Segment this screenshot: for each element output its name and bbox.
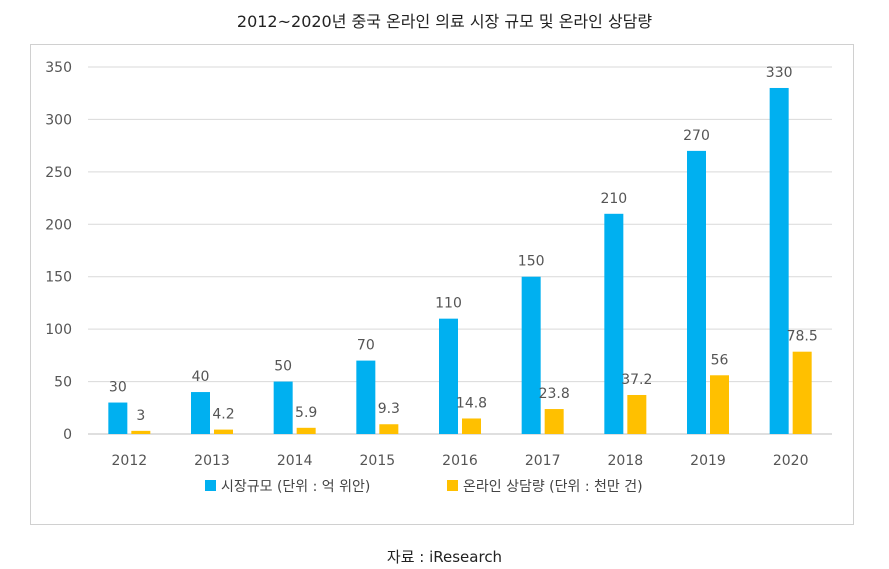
bar-market-size (687, 150, 706, 434)
bar-consultations (296, 427, 316, 434)
x-tick-label: 2020 (773, 453, 809, 469)
data-label-market-size: 70 (357, 338, 375, 354)
y-tick-label: 100 (45, 322, 72, 338)
data-label-consultations: 9.3 (378, 401, 400, 417)
bar-market-size (273, 381, 293, 434)
x-tick-label: 2013 (194, 453, 230, 469)
data-label-consultations: 78.5 (787, 329, 818, 345)
y-tick-label: 300 (45, 112, 72, 128)
data-label-consultations: 23.8 (539, 386, 570, 402)
y-tick-label: 50 (54, 375, 72, 391)
data-label-market-size: 30 (109, 380, 127, 396)
data-label-consultations: 4.2 (212, 407, 234, 423)
data-label-market-size: 150 (518, 254, 545, 270)
y-tick-label: 0 (63, 427, 72, 443)
bar-market-size (521, 276, 541, 434)
bar-market-size (604, 213, 624, 434)
bar-consultations (131, 430, 151, 434)
data-label-market-size: 50 (274, 359, 292, 375)
x-tick-label: 2012 (112, 453, 148, 469)
data-label-market-size: 270 (683, 128, 710, 144)
bar-market-size (439, 318, 458, 434)
data-label-consultations: 14.8 (456, 395, 487, 411)
data-label-consultations: 56 (711, 352, 729, 368)
x-tick-label: 2017 (525, 453, 561, 469)
x-tick-label: 2019 (690, 453, 726, 469)
data-label-consultations: 5.9 (295, 405, 317, 421)
x-tick-label: 2014 (277, 453, 313, 469)
bar-market-size (356, 360, 376, 434)
chart-frame (30, 44, 854, 525)
data-label-consultations: 37.2 (621, 372, 652, 388)
bar-consultations (214, 429, 233, 434)
bar-consultations (462, 418, 481, 434)
legend-label-market-size: 시장규모 (단위 : 억 위안) (221, 479, 370, 495)
x-tick-label: 2018 (608, 453, 644, 469)
bar-consultations (379, 424, 399, 434)
legend-swatch-consultations (447, 480, 458, 491)
x-tick-label: 2016 (442, 453, 478, 469)
chart-title: 2012~2020년 중국 온라인 의료 시장 규모 및 온라인 상담량 (236, 12, 653, 31)
bar-consultations (710, 375, 729, 434)
legend-swatch-market-size (205, 480, 216, 491)
y-tick-label: 250 (45, 165, 72, 181)
x-tick-label: 2015 (360, 453, 396, 469)
bar-consultations (544, 409, 564, 434)
bar-market-size (108, 402, 128, 434)
bar-market-size (769, 87, 789, 434)
source-note: 자료 : iResearch (386, 548, 503, 566)
data-label-market-size: 110 (435, 296, 462, 312)
data-label-market-size: 210 (600, 191, 627, 207)
legend-label-consultations: 온라인 상담량 (단위 : 천만 건) (463, 479, 643, 495)
bar-consultations (792, 351, 812, 434)
y-tick-label: 350 (45, 60, 72, 76)
y-tick-label: 150 (45, 270, 72, 286)
data-label-market-size: 40 (192, 369, 210, 385)
data-label-market-size: 330 (766, 65, 793, 81)
y-tick-label: 200 (45, 217, 72, 233)
bar-market-size (191, 392, 210, 434)
data-label-consultations: 3 (136, 408, 145, 424)
bar-consultations (627, 394, 647, 434)
